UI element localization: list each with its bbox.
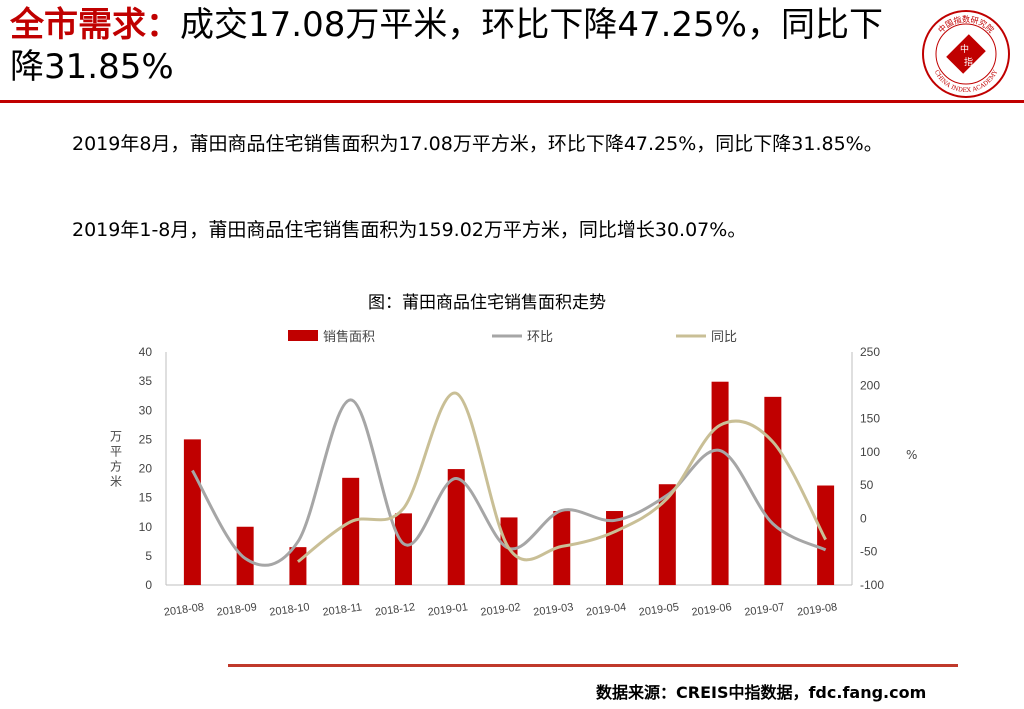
bar bbox=[289, 547, 307, 585]
x-tick-label: 2019-08 bbox=[796, 601, 838, 619]
y2-axis-label: % bbox=[906, 448, 917, 462]
y2-tick-label: 0 bbox=[860, 511, 867, 525]
x-tick-label: 2018-11 bbox=[322, 601, 363, 618]
x-tick-label: 2018-12 bbox=[374, 601, 416, 619]
y-tick-label: 35 bbox=[139, 374, 153, 388]
y-tick-label: 20 bbox=[139, 462, 153, 476]
y2-tick-label: 200 bbox=[860, 378, 880, 392]
y-tick-label: 25 bbox=[139, 432, 153, 446]
legend-swatch bbox=[288, 330, 318, 341]
y-tick-label: 30 bbox=[139, 403, 153, 417]
mom-line bbox=[191, 398, 827, 567]
bar bbox=[342, 477, 360, 585]
y2-tick-label: -50 bbox=[860, 545, 878, 559]
bar bbox=[764, 396, 782, 585]
x-tick-label: 2019-03 bbox=[533, 601, 575, 619]
y-tick-label: 10 bbox=[139, 520, 153, 534]
bar bbox=[817, 485, 835, 585]
bar bbox=[236, 526, 254, 585]
y-axis-label: 万平方米 bbox=[110, 430, 122, 489]
sales-area-chart: 0 5 10 15 20 25 30 35 40 -100 -50 0 50 100 150 200 250 万平… bbox=[110, 329, 917, 619]
y-tick-label: 5 bbox=[145, 549, 152, 563]
footer-divider bbox=[228, 664, 958, 667]
x-tick-label: 2018-10 bbox=[269, 601, 311, 619]
legend-label: 同比 bbox=[711, 330, 737, 345]
y-tick-label: 15 bbox=[139, 491, 153, 505]
paragraph-monthly: 2019年8月，莆田商品住宅销售面积为17.08万平方米，环比下降47.25%，… bbox=[72, 133, 883, 155]
bar bbox=[183, 439, 201, 585]
headline: 全市需求：成交17.08万平米，环比下降47.25%，同比下降31.85% bbox=[10, 4, 910, 88]
headline-keyword: 全市需求： bbox=[10, 5, 180, 45]
y2-tick-label: 150 bbox=[860, 412, 880, 426]
bar bbox=[394, 513, 412, 585]
bar bbox=[500, 517, 518, 585]
x-tick-label: 2018-09 bbox=[216, 601, 258, 619]
chart-title: 图：莆田商品住宅销售面积走势 bbox=[368, 293, 606, 313]
bar bbox=[711, 381, 729, 585]
bar bbox=[658, 484, 676, 585]
title-divider bbox=[0, 100, 1024, 103]
bar bbox=[606, 511, 624, 585]
x-tick-label: 2019-07 bbox=[744, 601, 786, 619]
y2-tick-label: 250 bbox=[860, 345, 880, 359]
logo-center-1: 中 bbox=[960, 43, 969, 55]
yoy-line bbox=[297, 391, 827, 563]
legend-label: 销售面积 bbox=[323, 329, 375, 345]
x-tick-label: 2018-08 bbox=[163, 601, 205, 619]
source-note: 数据来源：CREIS中指数据，fdc.fang.com bbox=[596, 683, 927, 702]
y2-tick-label: 100 bbox=[860, 445, 880, 459]
logo-center-2: 指 bbox=[964, 56, 973, 68]
paragraph-ytd: 2019年1-8月，莆田商品住宅销售面积为159.02万平方米，同比增长30.0… bbox=[72, 219, 747, 241]
x-tick-label: 2019-04 bbox=[585, 601, 627, 619]
bar bbox=[553, 511, 571, 585]
x-tick-label: 2019-01 bbox=[427, 601, 469, 619]
y2-tick-label: 50 bbox=[860, 478, 874, 492]
headline-text: 成交17.08万平米，环比下降47.25%，同比下降31.85% bbox=[10, 5, 883, 87]
legend-label: 环比 bbox=[527, 330, 553, 345]
x-tick-label: 2019-05 bbox=[638, 601, 680, 619]
bar bbox=[447, 469, 465, 585]
x-tick-label: 2019-02 bbox=[480, 601, 522, 619]
x-tick-label: 2019-06 bbox=[691, 601, 733, 619]
y-tick-label: 40 bbox=[139, 345, 153, 359]
y2-tick-label: -100 bbox=[860, 578, 884, 592]
y-tick-label: 0 bbox=[145, 578, 152, 592]
china-index-academy-logo: 中国指数研究院 CHINA INDEX ACADEMY 中 指 bbox=[922, 10, 1010, 98]
